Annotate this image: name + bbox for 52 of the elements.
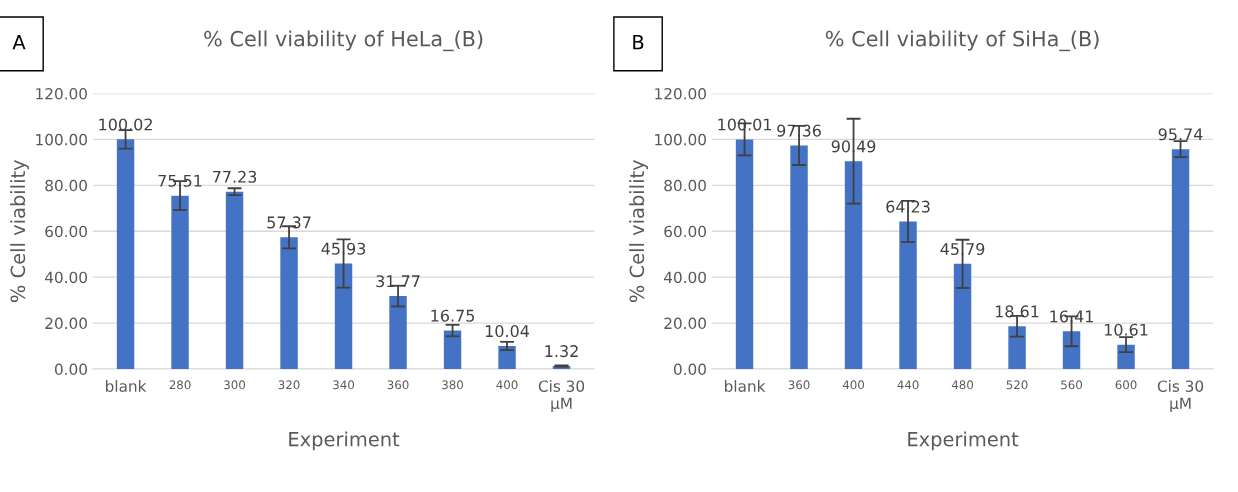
x-tick-label: 280 <box>169 380 191 390</box>
y-tick-label: 40.00 <box>664 271 706 284</box>
data-label: 77.23 <box>212 170 257 183</box>
y-tick-label: 80.00 <box>664 179 706 192</box>
data-label: 1.32 <box>545 345 578 358</box>
data-label: 16.41 <box>1050 310 1093 323</box>
data-label: 100.02 <box>99 118 152 131</box>
y-tick-label: 20.00 <box>45 317 87 330</box>
data-label: 16.75 <box>431 309 475 322</box>
y-tick-label: 120.00 <box>36 87 87 100</box>
data-label: 95.74 <box>1158 128 1203 141</box>
y-axis-title: % Cell viability <box>629 159 648 303</box>
x-axis-title: Experiment <box>289 431 400 451</box>
y-tick-label: 0.00 <box>673 363 706 376</box>
data-label: 18.61 <box>995 305 1039 318</box>
x-tick-label: 380 <box>442 380 464 390</box>
x-tick-label: 340 <box>333 380 355 390</box>
x-tick-label: 360 <box>788 380 810 390</box>
text: A <box>12 35 26 50</box>
chart-title: % Cell viability of HeLa_(B) <box>204 30 483 52</box>
y-tick-label: 80.00 <box>45 179 87 192</box>
y-tick-label: 60.00 <box>45 225 87 238</box>
data-label: 31.77 <box>376 275 420 288</box>
text: B <box>633 35 644 50</box>
x-tick-label: 400 <box>496 380 518 390</box>
x-tick-label: 600 <box>1115 380 1137 390</box>
y-tick-label: 40.00 <box>45 271 87 284</box>
data-label: 75.51 <box>158 174 202 187</box>
x-tick-label: 560 <box>1061 380 1083 390</box>
x-tick-label: 360 <box>387 380 409 390</box>
x-tick-label: Cis 30 µM <box>1157 380 1204 412</box>
x-tick-label: 400 <box>842 380 865 390</box>
y-tick-label: 100.00 <box>36 133 87 146</box>
x-tick-label: 520 <box>1006 380 1028 390</box>
y-axis-title: % Cell viability <box>10 159 29 303</box>
x-tick-label: 300 <box>224 380 246 390</box>
y-tick-label: 100.00 <box>655 133 706 146</box>
x-tick-label: 320 <box>278 380 300 390</box>
x-axis-title: Experiment <box>908 431 1019 451</box>
chart-title: % Cell viability of SiHa_(B) <box>825 30 1099 52</box>
x-tick-label: blank <box>725 380 766 392</box>
data-label: 10.61 <box>1104 323 1148 336</box>
y-tick-label: 0.00 <box>54 363 87 376</box>
y-tick-label: 60.00 <box>664 225 706 238</box>
data-label: 10.04 <box>485 325 530 338</box>
y-tick-label: 20.00 <box>664 317 706 330</box>
data-label: 57.37 <box>267 216 311 229</box>
x-tick-label: Cis 30 µM <box>538 380 585 412</box>
x-tick-label: blank <box>106 380 147 392</box>
x-tick-label: 440 <box>897 380 919 390</box>
x-tick-label: 480 <box>951 380 974 390</box>
y-tick-label: 120.00 <box>655 87 706 100</box>
